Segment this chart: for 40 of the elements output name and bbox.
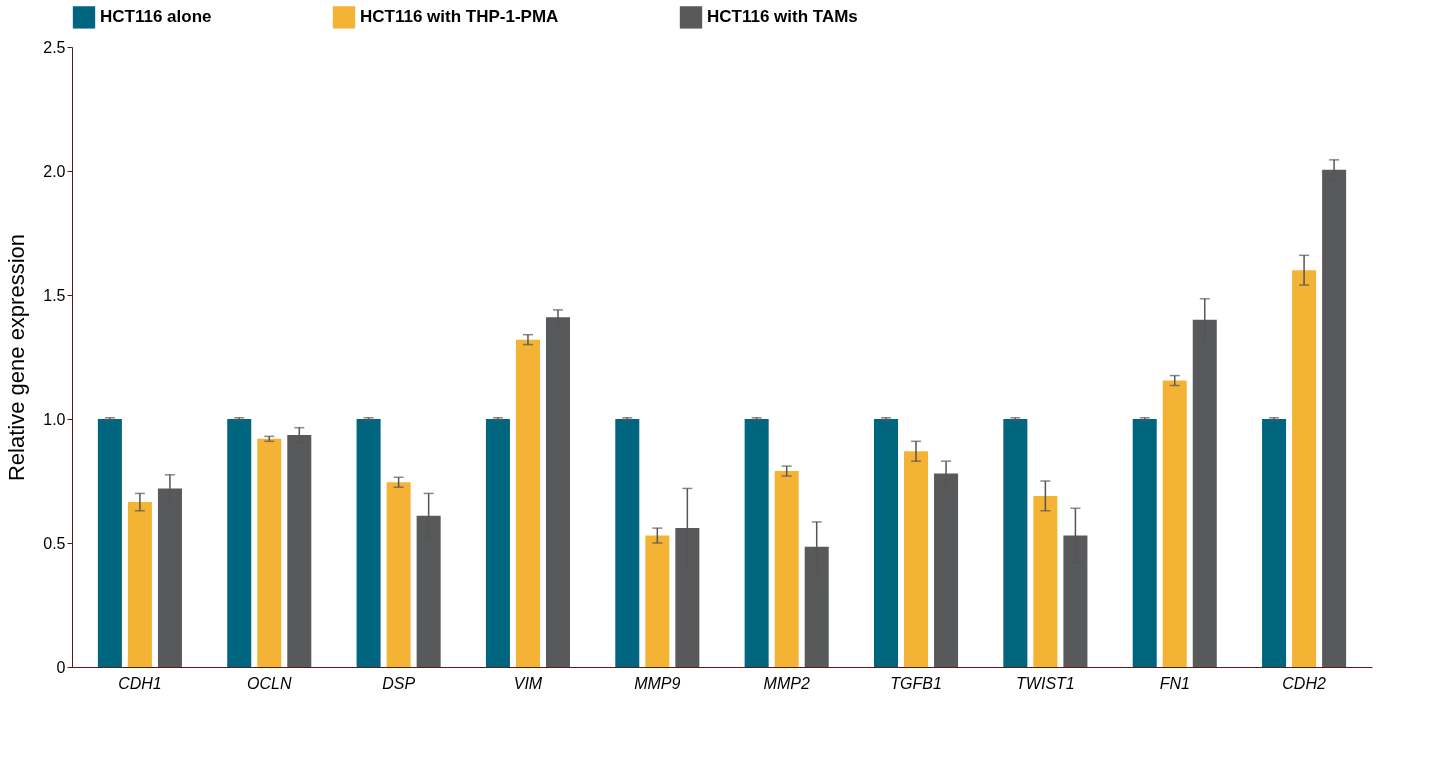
legend-label: HCT116 with TAMs (707, 7, 858, 27)
bar (615, 419, 640, 667)
y-tick-label: 1.5 (43, 286, 66, 304)
bar (257, 438, 282, 667)
x-tick-label: MMP2 (763, 674, 810, 692)
x-tick-label: FN1 (1159, 674, 1190, 692)
y-tick-label: 2.5 (43, 38, 66, 56)
y-tick-label: 0 (56, 658, 66, 676)
x-tick-label: VIM (513, 674, 543, 692)
bar (227, 419, 252, 667)
y-tick-label: 2.0 (43, 162, 66, 180)
bar (744, 419, 769, 667)
bar (1292, 270, 1317, 667)
bar (97, 419, 122, 667)
bar (1262, 419, 1287, 667)
x-tick-label: TWIST1 (1016, 674, 1075, 692)
x-tick-label: CDH2 (1282, 674, 1326, 692)
bar (485, 419, 510, 667)
legend-label: HCT116 with THP-1-PMA (360, 7, 559, 27)
x-tick-label: CDH1 (118, 674, 162, 692)
bar (356, 419, 381, 667)
bar (873, 419, 899, 667)
bar (1003, 419, 1028, 667)
bar (1033, 495, 1058, 667)
x-tick-label: DSP (382, 674, 416, 692)
legend-label: HCT116 alone (100, 7, 212, 27)
x-tick-label: OCLN (247, 674, 292, 692)
y-axis-title: Relative gene expression (4, 233, 30, 482)
bar (904, 451, 929, 667)
y-tick-label: 1.0 (43, 410, 66, 428)
x-tick-label: MMP9 (634, 674, 681, 692)
x-tick-label: TGFB1 (890, 674, 942, 692)
bar (515, 339, 540, 667)
bar (645, 535, 670, 667)
bar (127, 502, 152, 667)
bar (1162, 380, 1187, 667)
bar (386, 482, 411, 667)
y-tick-label: 0.5 (43, 534, 66, 552)
bar (1132, 419, 1157, 667)
bar (774, 471, 799, 667)
